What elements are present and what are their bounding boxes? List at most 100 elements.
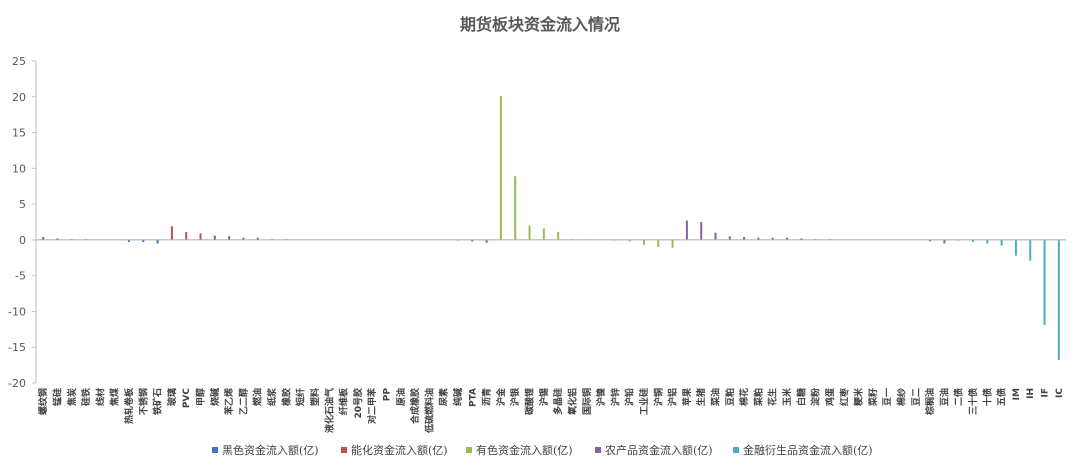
y-axis: -20 -15 -10 -5 0 5 10 15 20 25 — [8, 55, 37, 390]
bar — [185, 232, 188, 240]
x-tick-label: 沪金 — [495, 387, 507, 406]
x-tick-label: 白糖 — [795, 388, 807, 406]
x-tick-label: 三十债 — [967, 388, 979, 415]
x-tick-label: 碳酸锂 — [524, 388, 536, 415]
x-tick-label: 苯乙烯 — [223, 388, 235, 416]
x-tick-label: 鸡蛋 — [824, 388, 836, 407]
y-tick-label: 0 — [19, 234, 26, 247]
y-tick-label: 20 — [12, 91, 26, 104]
x-tick-label: 液化石油气 — [323, 388, 335, 433]
bar — [628, 239, 631, 242]
bar — [485, 239, 488, 243]
x-tick-label: 沪锌 — [609, 388, 621, 406]
x-tick-label: 烧碱 — [209, 388, 221, 406]
legend-swatch — [212, 447, 218, 453]
bar — [929, 239, 932, 242]
legend-swatch — [733, 447, 739, 453]
y-tick-label: -15 — [8, 341, 26, 354]
x-tick-label: 橡胶 — [280, 388, 292, 406]
x-tick-label: 焦煤 — [109, 388, 121, 407]
x-tick-label: 低硫燃料油 — [423, 388, 435, 434]
x-tick-label: 螺纹钢 — [37, 388, 49, 415]
x-tick-label: 对二甲苯 — [366, 387, 378, 424]
bar — [471, 239, 474, 242]
bar — [542, 228, 545, 240]
x-tick-label: 多晶硅 — [552, 388, 564, 415]
y-tick-label: 5 — [19, 198, 26, 211]
x-tick-label: 苹果 — [681, 387, 693, 406]
x-tick-label: IH — [1026, 388, 1036, 399]
x-tick-label: IM — [1012, 388, 1022, 400]
bar — [1014, 239, 1017, 256]
x-tick-label: 塑料 — [309, 388, 321, 406]
x-tick-label: PP — [382, 388, 392, 402]
x-tick-label: 沪铅 — [624, 388, 636, 406]
x-tick-label: 纤维板 — [338, 387, 350, 415]
x-tick-label: 玻璃 — [166, 388, 178, 406]
bar — [528, 225, 531, 240]
x-tick-label: 沪铜 — [652, 388, 664, 406]
x-tick-label: 五债 — [996, 388, 1008, 406]
x-tick-label: 豆一 — [882, 388, 893, 406]
bar — [714, 232, 717, 240]
x-tick-label: 棉纱 — [895, 388, 907, 406]
x-tick-label: 硅铁 — [80, 388, 92, 406]
x-tick-label: 燃油 — [252, 388, 264, 406]
bar — [972, 239, 975, 243]
bar — [228, 236, 231, 240]
bar — [728, 236, 731, 240]
x-tick-label: 氧化铝 — [566, 388, 578, 416]
y-tick-label: -5 — [15, 270, 26, 283]
x-tick-label: 棉花 — [738, 388, 750, 406]
y-tick-label: 25 — [12, 55, 26, 68]
bar — [986, 239, 989, 244]
bar — [42, 237, 45, 240]
x-tick-label: 铁矿石 — [152, 388, 164, 415]
x-tick-label: 合成橡胶 — [409, 388, 421, 424]
x-tick-label: 玉米 — [781, 387, 793, 406]
x-tick-label: 短纤 — [295, 388, 307, 406]
x-tick-label: 热轧卷板 — [123, 387, 135, 424]
bar — [743, 237, 746, 240]
y-tick-label: 10 — [12, 162, 26, 175]
bar — [786, 237, 789, 240]
x-tick-label: 花生 — [767, 388, 779, 406]
x-tick-label: PVC — [182, 388, 192, 409]
legend-label: 能化资金流入额(亿) — [351, 443, 448, 457]
legend-swatch — [341, 447, 347, 453]
x-tick-label: 沥青 — [481, 388, 493, 406]
bar — [771, 237, 774, 240]
x-tick-label: 沪锡 — [538, 388, 550, 406]
x-tick-label: 纸浆 — [266, 387, 278, 406]
chart-title: 期货板块资金流入情况 — [460, 15, 620, 34]
x-tick-label: 20号胶 — [352, 388, 364, 419]
bar — [943, 239, 946, 244]
x-tick-label: PTA — [468, 388, 478, 407]
legend-label: 有色资金流入额(亿) — [476, 443, 573, 457]
x-tick-label: 沪铝 — [667, 388, 679, 406]
x-tick-label: 甲醇 — [195, 388, 207, 406]
bar — [56, 238, 59, 240]
bar — [242, 237, 245, 240]
x-tick-label: 纯碱 — [452, 388, 464, 406]
bar — [170, 226, 173, 240]
legend-label: 黑色资金流入额(亿) — [222, 443, 319, 457]
x-tick-label: 豆粕 — [724, 388, 736, 406]
bar — [671, 239, 674, 248]
y-tick-label: -10 — [8, 305, 26, 318]
x-tick-label: 沪银 — [509, 387, 521, 406]
bar — [514, 176, 517, 240]
x-tick-label: 十债 — [981, 388, 993, 406]
x-tick-label: 豆二 — [911, 388, 922, 406]
y-tick-label: 15 — [12, 127, 26, 140]
y-tick-label: -20 — [8, 377, 26, 390]
x-tick-label: 菜粕 — [752, 388, 764, 407]
bar — [156, 239, 159, 244]
x-tick-label: 不锈钢 — [137, 388, 149, 415]
bar — [213, 235, 216, 240]
x-tick-label: 红枣 — [838, 387, 850, 406]
bar — [800, 238, 803, 240]
bar — [199, 233, 202, 240]
bar — [757, 237, 760, 240]
